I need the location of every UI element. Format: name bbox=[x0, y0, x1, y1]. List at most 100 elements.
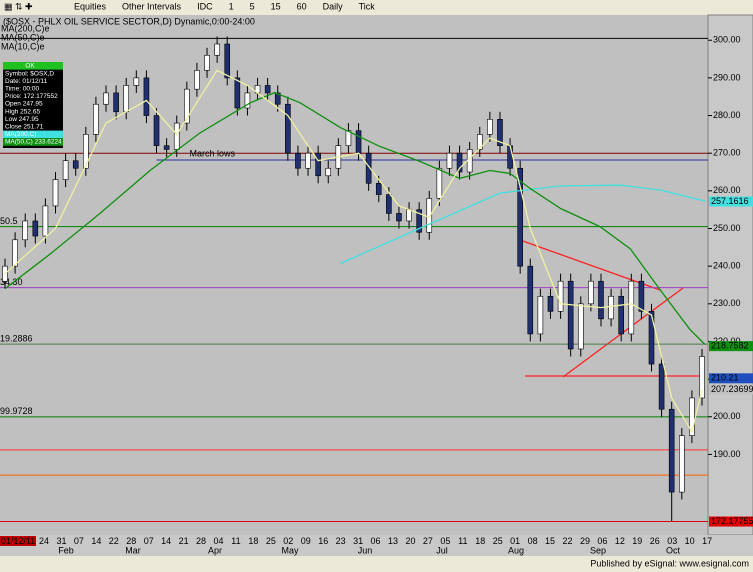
candle-body bbox=[517, 167, 523, 267]
x-tick-label: 24 bbox=[39, 536, 49, 546]
y-tick-label: 220.00 bbox=[713, 336, 741, 346]
month-label: Mar bbox=[125, 545, 141, 555]
toolbar-button[interactable]: Other Intervals bbox=[122, 1, 182, 11]
y-tick-label: 280.00 bbox=[713, 110, 741, 120]
candle-body bbox=[487, 119, 493, 135]
candle-body bbox=[173, 122, 180, 150]
candle-body bbox=[406, 209, 412, 222]
candle-body bbox=[365, 152, 372, 184]
price-box bbox=[709, 341, 753, 352]
candle-body bbox=[295, 152, 301, 169]
y-tick-label: 300.00 bbox=[713, 35, 741, 45]
x-tick-label: 12 bbox=[615, 536, 625, 546]
candle-body bbox=[537, 295, 544, 335]
x-tick-label: 09 bbox=[301, 536, 311, 546]
candle-body bbox=[547, 295, 554, 312]
month-label: May bbox=[281, 545, 299, 555]
y-tick-label: 200.00 bbox=[713, 411, 741, 421]
x-tick-label: 18 bbox=[475, 536, 485, 546]
candle-body bbox=[234, 77, 241, 109]
candle-body bbox=[133, 77, 140, 86]
x-tick-label: 27 bbox=[423, 536, 433, 546]
trendline bbox=[519, 239, 661, 291]
toolbar-button[interactable]: 5 bbox=[250, 1, 255, 11]
candle-body bbox=[204, 54, 210, 71]
level-tag: 250.5 bbox=[0, 216, 18, 226]
candle-body bbox=[285, 103, 291, 154]
candle-body bbox=[62, 160, 69, 180]
row-bg bbox=[3, 138, 63, 146]
x-tick-label: 23 bbox=[336, 536, 346, 546]
candle-body bbox=[608, 295, 614, 320]
data-window-row: Price: 172.177552 bbox=[5, 93, 58, 100]
candle-body bbox=[315, 152, 321, 177]
x-tick-label: 19 bbox=[632, 536, 642, 546]
month-label: Feb bbox=[58, 545, 74, 555]
legend-entry: MA(10,C)e bbox=[1, 41, 45, 51]
x-tick-label: 16 bbox=[318, 536, 328, 546]
candle-body bbox=[224, 43, 231, 79]
toolbar-icon: ▦ ⇅ ✚ bbox=[4, 1, 33, 11]
price-axis bbox=[707, 14, 753, 536]
x-tick-label: 21 bbox=[179, 536, 189, 546]
toolbar-button[interactable]: 1 bbox=[229, 1, 234, 11]
x-tick-label: 07 bbox=[144, 536, 154, 546]
toolbar-button[interactable]: Equities bbox=[74, 1, 107, 11]
x-tick-label: 14 bbox=[91, 536, 101, 546]
y-tick-label: 250.00 bbox=[713, 223, 741, 233]
data-window-row: High 252.65 bbox=[5, 108, 40, 115]
toolbar-button[interactable]: 15 bbox=[271, 1, 281, 11]
levels: March lows 250.5 234.30 219.2886 199.9728 bbox=[0, 37, 708, 523]
x-tick-label: 06 bbox=[371, 536, 381, 546]
ma-line bbox=[4, 69, 703, 434]
candle-body bbox=[72, 160, 79, 169]
x-tick-label: 10 bbox=[685, 536, 695, 546]
candle-body bbox=[184, 88, 190, 124]
date-box bbox=[0, 536, 36, 546]
x-tick-label: 18 bbox=[248, 536, 258, 546]
time-axis bbox=[0, 535, 753, 556]
candle-body bbox=[476, 134, 483, 150]
y-tick-label: 230.00 bbox=[713, 298, 741, 308]
toolbar-button[interactable]: Tick bbox=[359, 1, 376, 11]
candle-body bbox=[375, 183, 382, 195]
candle-body bbox=[83, 134, 89, 169]
x-tick-label: 13 bbox=[388, 536, 398, 546]
candle-body bbox=[153, 115, 160, 146]
price-box bbox=[709, 196, 753, 207]
x-tick-label: 31 bbox=[56, 536, 66, 546]
candle-body bbox=[163, 145, 170, 150]
candle-body bbox=[113, 92, 119, 113]
candle-body bbox=[123, 85, 130, 113]
candle-body bbox=[93, 103, 99, 135]
x-tick-label: 11 bbox=[458, 536, 467, 546]
data-window-row: OK bbox=[25, 63, 35, 70]
data-window-row: Low 247.95 bbox=[5, 116, 39, 123]
x-tick-label: 22 bbox=[562, 536, 572, 546]
level-tag: 234.30 bbox=[0, 277, 23, 287]
toolbar-button[interactable]: IDC bbox=[197, 1, 213, 11]
month-label: Sep bbox=[590, 545, 606, 555]
x-tick-label: 25 bbox=[493, 536, 503, 546]
ok-bg bbox=[3, 62, 63, 70]
x-tick-label: 15 bbox=[545, 536, 555, 546]
candle-body bbox=[244, 92, 251, 109]
candle-body bbox=[386, 194, 392, 214]
candle-body bbox=[396, 213, 402, 222]
price-box-label: 257.1616 bbox=[711, 196, 749, 206]
candle-body bbox=[32, 220, 39, 237]
candle-body bbox=[325, 167, 332, 177]
x-tick-label: 01/12/11 bbox=[1, 536, 35, 546]
toolbar-button[interactable]: Daily bbox=[323, 1, 344, 11]
candle-body bbox=[214, 43, 220, 56]
x-tick-label: 26 bbox=[650, 536, 660, 546]
toolbar-button[interactable]: 60 bbox=[297, 1, 307, 11]
candle-body bbox=[618, 295, 624, 335]
candle-body bbox=[588, 280, 594, 305]
level-tag: 219.2886 bbox=[0, 334, 33, 344]
level-tag: 199.9728 bbox=[0, 406, 33, 416]
data-window-row: Symbol: $OSX,D bbox=[5, 70, 54, 77]
chart-title: ($OSX - PHLX OIL SERVICE SECTOR,D) Dynam… bbox=[3, 16, 255, 26]
